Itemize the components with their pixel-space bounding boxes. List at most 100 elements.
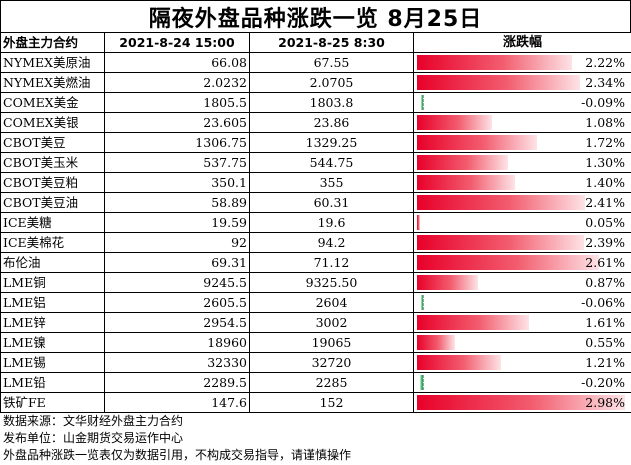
change-bar-track — [415, 154, 631, 172]
change-percent: 0.87% — [585, 275, 625, 290]
change-bar-up — [417, 275, 478, 290]
data-source-note: 数据来源：文华财经外盘主力合约 — [3, 414, 184, 428]
contract-name: ICE美糖 — [0, 212, 105, 233]
change-bar-up — [417, 75, 580, 90]
table-row: LME铝 2605.5 2604 -0.06% — [0, 292, 631, 313]
change-percent: 1.08% — [585, 115, 625, 130]
prev-price: 9245.5 — [104, 272, 250, 293]
curr-price: 23.86 — [249, 112, 414, 133]
change-percent: -0.20% — [581, 375, 625, 390]
change-bar-track — [415, 354, 631, 372]
change-bar-track — [415, 134, 631, 152]
change-bar-track — [415, 194, 631, 212]
prev-price: 2.0232 — [104, 72, 250, 93]
prev-price: 58.89 — [104, 192, 250, 213]
contract-name: LME锡 — [0, 352, 105, 373]
change-cell: 2.41% — [413, 192, 631, 213]
change-percent: 1.30% — [585, 155, 625, 170]
change-bar-down — [420, 375, 423, 390]
table-row: COMEX美银 23.605 23.86 1.08% — [0, 112, 631, 133]
change-bar-up — [417, 135, 537, 150]
curr-price: 355 — [249, 172, 414, 193]
prev-price: 147.6 — [104, 392, 250, 413]
header-prev-time: 2021-8-24 15:00 — [104, 32, 250, 53]
curr-price: 94.2 — [249, 232, 414, 253]
table-row: COMEX美金 1805.5 1803.8 -0.09% — [0, 92, 631, 113]
change-bar-track — [415, 394, 631, 412]
change-bar-track — [415, 214, 631, 232]
table-row: NYMEX美原油 66.08 67.55 2.22% — [0, 52, 631, 73]
zero-axis — [423, 95, 424, 110]
change-bar-track — [415, 374, 631, 392]
change-bar-up — [417, 115, 492, 130]
prev-price: 1306.75 — [104, 132, 250, 153]
change-cell: 0.05% — [413, 212, 631, 233]
change-cell: -0.20% — [413, 372, 631, 393]
change-bar-track — [415, 254, 631, 272]
contract-name: CBOT美豆油 — [0, 192, 105, 213]
change-cell: 1.40% — [413, 172, 631, 193]
change-bar-track — [415, 294, 631, 312]
table-row: LME锡 32330 32720 1.21% — [0, 352, 631, 373]
change-bar-track — [415, 234, 631, 252]
change-percent: 2.22% — [585, 55, 625, 70]
contract-name: COMEX美金 — [0, 92, 105, 113]
change-cell: 2.39% — [413, 232, 631, 253]
header-contract: 外盘主力合约 — [0, 32, 105, 53]
curr-price: 32720 — [249, 352, 414, 373]
change-bar-down — [421, 295, 423, 310]
curr-price: 2.0705 — [249, 72, 414, 93]
prev-price: 350.1 — [104, 172, 250, 193]
curr-price: 71.12 — [249, 252, 414, 273]
zero-axis — [423, 375, 424, 390]
change-bar-up — [417, 215, 420, 230]
contract-name: LME铜 — [0, 272, 105, 293]
change-cell: -0.09% — [413, 92, 631, 113]
change-bar-down — [421, 95, 423, 110]
contract-name: 布伦油 — [0, 252, 105, 273]
change-bar-up — [417, 175, 515, 190]
contract-name: LME铅 — [0, 372, 105, 393]
change-bar-track — [415, 174, 631, 192]
prev-price: 2954.5 — [104, 312, 250, 333]
change-bar-track — [415, 114, 631, 132]
change-percent: 2.61% — [585, 255, 625, 270]
change-percent: 2.98% — [585, 395, 625, 410]
change-cell: 0.87% — [413, 272, 631, 293]
change-bar-track — [415, 54, 631, 72]
table-row: 铁矿FE 147.6 152 2.98% — [0, 392, 631, 413]
prev-price: 92 — [104, 232, 250, 253]
header-change: 涨跌幅 — [413, 32, 631, 53]
curr-price: 152 — [249, 392, 414, 413]
change-cell: 1.08% — [413, 112, 631, 133]
prev-price: 23.605 — [104, 112, 250, 133]
contract-name: 铁矿FE — [0, 392, 105, 413]
change-percent: -0.06% — [581, 295, 625, 310]
table-row: LME铜 9245.5 9325.50 0.87% — [0, 272, 631, 293]
table-row: NYMEX美燃油 2.0232 2.0705 2.34% — [0, 72, 631, 93]
change-bar-track — [415, 334, 631, 352]
table-row: CBOT美豆 1306.75 1329.25 1.72% — [0, 132, 631, 153]
contract-name: CBOT美豆 — [0, 132, 105, 153]
curr-price: 60.31 — [249, 192, 414, 213]
change-cell: 2.34% — [413, 72, 631, 93]
change-bar-track — [415, 314, 631, 332]
change-cell: 1.72% — [413, 132, 631, 153]
change-bar-track — [415, 274, 631, 292]
table-row: CBOT美豆油 58.89 60.31 2.41% — [0, 192, 631, 213]
prev-price: 537.75 — [104, 152, 250, 173]
change-cell: 2.22% — [413, 52, 631, 73]
change-cell: 2.98% — [413, 392, 631, 413]
change-percent: 0.05% — [585, 215, 625, 230]
prev-price: 18960 — [104, 332, 250, 353]
change-bar-up — [417, 195, 585, 210]
change-bar-up — [417, 395, 625, 410]
curr-price: 19065 — [249, 332, 414, 353]
contract-name: CBOT美玉米 — [0, 152, 105, 173]
table-row: ICE美糖 19.59 19.6 0.05% — [0, 212, 631, 233]
change-percent: 1.40% — [585, 175, 625, 190]
table-row: CBOT美豆粕 350.1 355 1.40% — [0, 172, 631, 193]
table-row: 布伦油 69.31 71.12 2.61% — [0, 252, 631, 273]
contract-name: LME铝 — [0, 292, 105, 313]
change-cell: 0.55% — [413, 332, 631, 353]
